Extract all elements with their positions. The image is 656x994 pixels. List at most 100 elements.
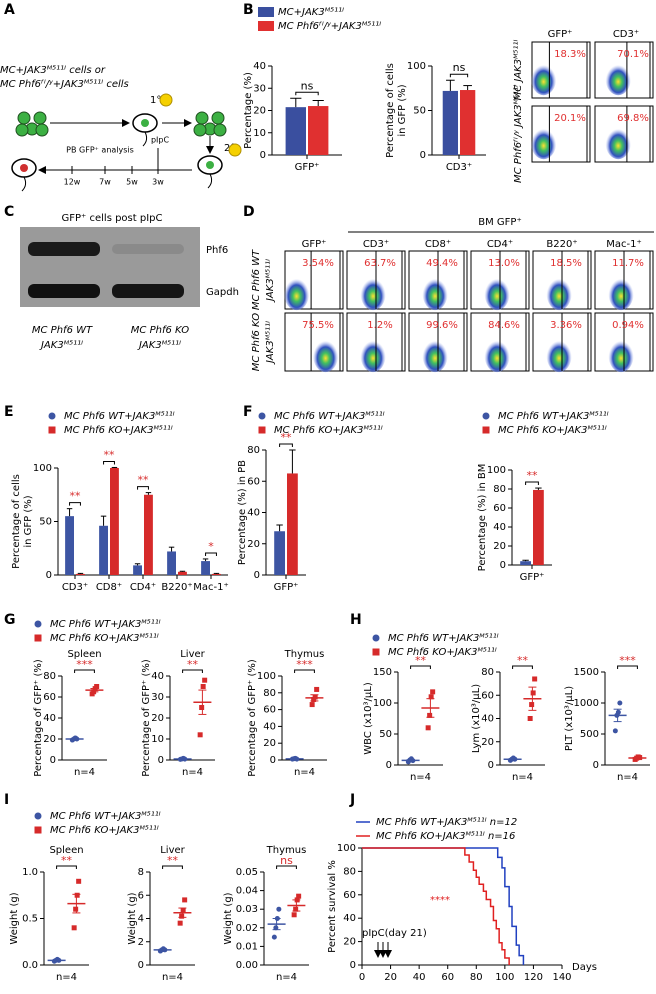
x-tick-label: CD3⁺	[62, 582, 88, 593]
x-tick-label: CD8⁺	[96, 582, 122, 593]
point	[532, 676, 538, 682]
point	[311, 697, 317, 703]
y-tick-label: 0.04	[236, 886, 258, 897]
significance: *	[208, 540, 214, 553]
legend-marker	[372, 634, 380, 642]
chart-title: Spleen	[49, 845, 83, 856]
legend-label: MC Phf6ᶠˡ/ʸ+JAK3ᴹ⁵¹¹ᴵ	[278, 21, 381, 32]
significance-bracket	[74, 669, 95, 673]
point	[428, 694, 434, 700]
panel-letter: C	[4, 204, 14, 220]
flow-cloud	[360, 337, 386, 373]
y-tick-label: 0.0	[22, 960, 38, 971]
lane-label: MC Phf6 KO	[131, 325, 190, 336]
y-tick-label: 2	[138, 937, 144, 948]
annotation: ****	[430, 895, 450, 906]
flow-percent: 70.1%	[617, 49, 649, 60]
schematic-text: MC Phf6ᶠˡ/ʸ+JAK3ᴹ⁵¹¹ᴵ cells	[0, 79, 129, 90]
flow-cloud	[312, 337, 339, 373]
y-tick-label: 60	[343, 890, 356, 901]
panel-letter: I	[4, 792, 9, 808]
y-tick-label: 100	[487, 465, 506, 476]
radiation-icon	[159, 93, 173, 107]
x-tick-label: GFP⁺	[520, 572, 545, 583]
flow-cloud	[283, 275, 310, 311]
y-tick-label: 0	[50, 755, 56, 766]
flow-percent: 3.54%	[302, 258, 334, 269]
point	[182, 897, 188, 903]
significance: ns	[301, 79, 314, 92]
point	[197, 732, 203, 738]
bar	[274, 531, 285, 575]
flow-percent: 18.5%	[550, 258, 582, 269]
significance-bracket	[137, 486, 149, 490]
cell	[195, 111, 209, 125]
flow-cloud	[360, 275, 386, 311]
significance-bracket	[410, 665, 431, 669]
flow-cloud	[484, 337, 510, 373]
y-tick-label: 40	[493, 522, 506, 533]
y-axis-label: in GFP (%)	[397, 84, 408, 136]
significance: **	[187, 658, 199, 671]
flow-cloud	[608, 275, 634, 311]
timepoint: 12w	[64, 178, 81, 187]
flow-cloud	[422, 275, 448, 311]
significance-bracket	[276, 865, 297, 869]
flow-percent: 84.6%	[488, 320, 520, 331]
x-tick-label: 0	[359, 972, 365, 983]
legend-marker	[258, 426, 266, 434]
significance: **	[138, 474, 150, 487]
y-tick-label: 100	[257, 671, 276, 682]
flow-cloud	[608, 337, 634, 373]
flow-header: CD4⁺	[487, 239, 513, 250]
survival-line	[362, 847, 510, 965]
flow-header: BM GFP⁺	[478, 217, 521, 228]
y-tick-label: 20	[343, 937, 356, 948]
point	[296, 893, 302, 899]
x-axis-label: n=4	[276, 972, 297, 983]
x-tick-label: Mac-1⁺	[193, 582, 229, 593]
significance: ***	[76, 658, 93, 671]
y-axis-label: Weight (g)	[9, 892, 20, 944]
chart-title: Thymus	[284, 649, 325, 660]
y-axis-label: WBC (x10³/μL)	[363, 682, 374, 755]
legend-label: MC Phf6 KO+JAK3ᴹ⁵¹¹ᴵ	[50, 633, 159, 644]
significance-bracket	[69, 502, 81, 506]
flow-percent: 49.4%	[426, 258, 458, 269]
bar	[167, 551, 176, 575]
bar	[65, 516, 74, 575]
y-tick-label: 40	[43, 713, 56, 724]
lane-label: JAK3ᴹ⁵¹¹ᴵ	[137, 340, 181, 351]
flow-cloud	[605, 125, 631, 160]
schematic-text: pIpC	[151, 136, 170, 145]
y-axis-label: Percentage of GFP⁺ (%)	[141, 659, 152, 777]
y-tick-label: 1000	[574, 698, 599, 709]
y-tick-label: 0.00	[236, 960, 258, 971]
schematic-text: MC+JAK3ᴹ⁵¹¹ᴵ cells or	[0, 65, 106, 76]
point	[180, 907, 186, 913]
bar	[533, 489, 544, 565]
y-tick-label: 500	[580, 729, 599, 740]
bar	[110, 468, 119, 575]
radiation-icon	[228, 143, 242, 157]
cell	[17, 111, 31, 125]
flow-row-label: MC JAK3ᴹ⁵¹¹ᴵ	[513, 39, 524, 100]
y-axis-label: Percentage (%) in PB	[237, 460, 248, 565]
legend-marker	[258, 412, 266, 420]
point	[71, 925, 77, 931]
significance: ns	[453, 61, 466, 74]
flow-cloud	[422, 337, 448, 373]
bar	[178, 571, 187, 575]
x-tick-label: GFP⁺	[295, 162, 320, 173]
panel-letter: F	[243, 404, 253, 420]
y-tick-label: 0	[500, 560, 506, 571]
point	[427, 712, 433, 718]
y-tick-label: 20	[493, 541, 506, 552]
y-axis-label: Percentage (%) in BM	[477, 464, 488, 572]
y-tick-label: 80	[247, 445, 260, 456]
y-tick-label: 30	[253, 83, 266, 94]
flow-cloud	[484, 275, 510, 311]
significance: ***	[296, 658, 313, 671]
flow-percent: 1.2%	[367, 320, 392, 331]
legend-label: MC Phf6 WT+JAK3ᴹ⁵¹¹ᴵ	[50, 811, 161, 822]
